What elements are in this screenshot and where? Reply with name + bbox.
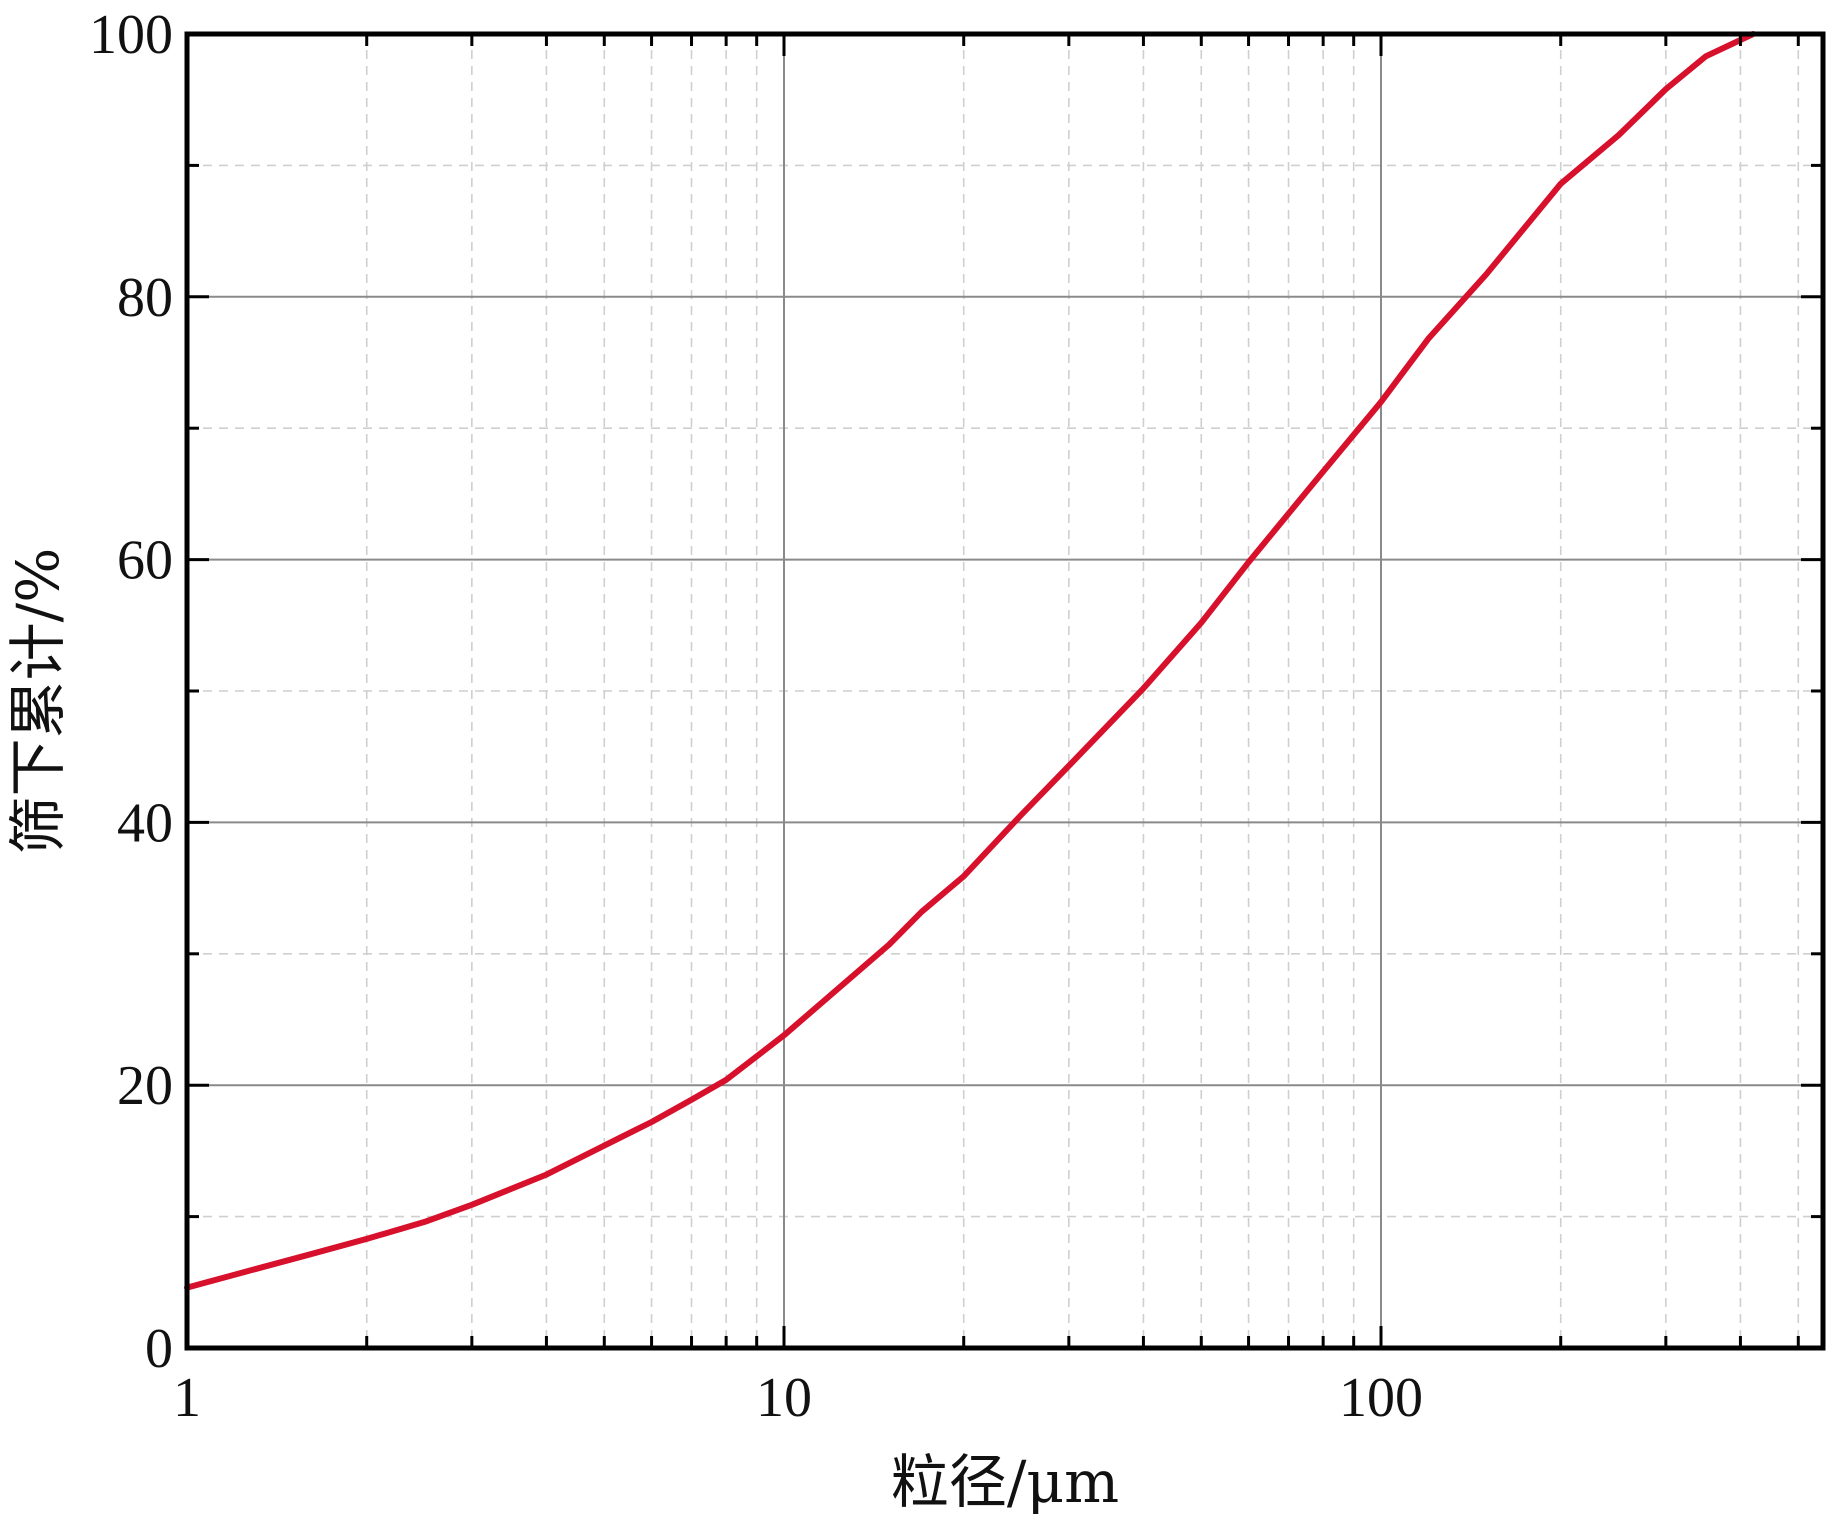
tick-labels: 1 10 100 0 20 40 60 80 100 bbox=[89, 4, 1423, 1429]
x-tick-label: 1 bbox=[173, 1367, 201, 1429]
grid bbox=[186, 33, 1823, 1349]
y-tick-label: 20 bbox=[117, 1055, 173, 1117]
y-tick-label: 80 bbox=[117, 267, 173, 329]
x-axis-label: 粒径/μm bbox=[891, 1448, 1119, 1516]
y-axis-label: 筛下累计/% bbox=[4, 548, 72, 855]
y-tick-label: 40 bbox=[117, 792, 173, 854]
series-layer bbox=[184, 31, 1757, 1291]
y-tick-label: 0 bbox=[145, 1318, 173, 1380]
y-tick-label: 60 bbox=[117, 530, 173, 592]
x-tick-label: 100 bbox=[1339, 1367, 1423, 1429]
x-tick-label: 10 bbox=[756, 1367, 812, 1429]
y-tick-label: 100 bbox=[89, 4, 173, 66]
axis-ticks bbox=[185, 32, 1823, 1350]
data-line-series-0 bbox=[184, 31, 1757, 1291]
